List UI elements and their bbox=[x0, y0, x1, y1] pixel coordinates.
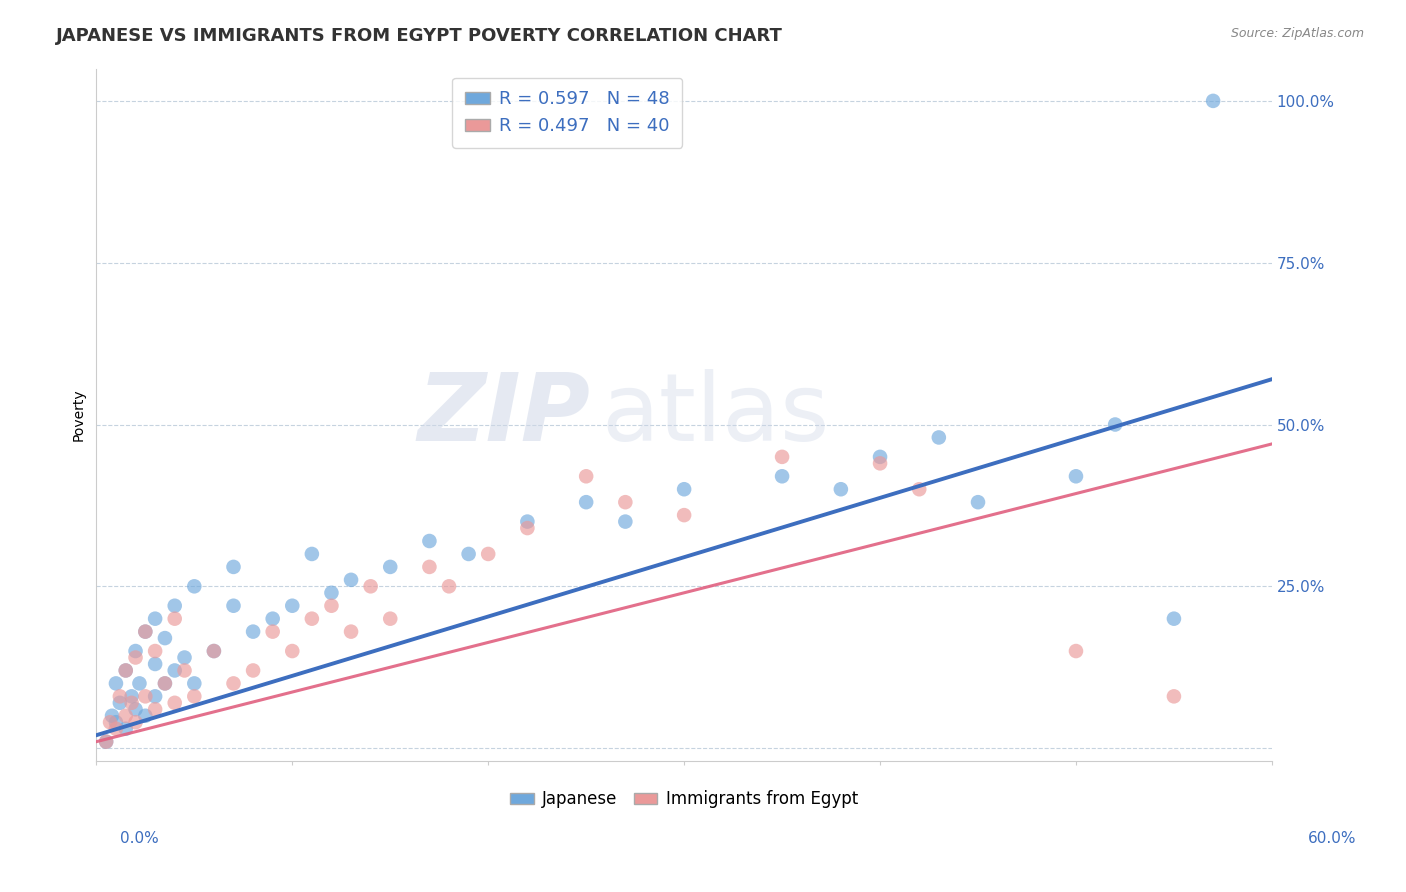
Point bbox=[143, 612, 166, 626]
Point bbox=[104, 715, 127, 730]
Point bbox=[124, 644, 146, 658]
Point bbox=[770, 469, 793, 483]
Point bbox=[202, 644, 225, 658]
Point bbox=[143, 690, 166, 704]
Point bbox=[128, 676, 150, 690]
Point bbox=[143, 657, 166, 671]
Point bbox=[94, 734, 117, 748]
Point bbox=[575, 495, 598, 509]
Point bbox=[1064, 644, 1087, 658]
Point bbox=[121, 696, 143, 710]
Text: Source: ZipAtlas.com: Source: ZipAtlas.com bbox=[1230, 27, 1364, 40]
Point bbox=[262, 624, 284, 639]
Point bbox=[173, 650, 195, 665]
Point bbox=[242, 624, 264, 639]
Point bbox=[673, 508, 696, 522]
Point bbox=[202, 644, 225, 658]
Point bbox=[183, 690, 205, 704]
Point bbox=[242, 664, 264, 678]
Point bbox=[340, 624, 363, 639]
Text: 0.0%: 0.0% bbox=[120, 831, 159, 846]
Point bbox=[134, 708, 156, 723]
Point bbox=[183, 676, 205, 690]
Point bbox=[134, 690, 156, 704]
Point bbox=[477, 547, 499, 561]
Point bbox=[830, 482, 852, 496]
Point bbox=[614, 495, 637, 509]
Point bbox=[143, 702, 166, 716]
Point bbox=[281, 599, 304, 613]
Point bbox=[153, 631, 176, 645]
Point bbox=[340, 573, 363, 587]
Point bbox=[770, 450, 793, 464]
Point bbox=[124, 715, 146, 730]
Point bbox=[1104, 417, 1126, 432]
Point bbox=[124, 702, 146, 716]
Point bbox=[516, 521, 538, 535]
Point bbox=[98, 715, 121, 730]
Legend: Japanese, Immigrants from Egypt: Japanese, Immigrants from Egypt bbox=[503, 784, 865, 815]
Text: JAPANESE VS IMMIGRANTS FROM EGYPT POVERTY CORRELATION CHART: JAPANESE VS IMMIGRANTS FROM EGYPT POVERT… bbox=[56, 27, 783, 45]
Point bbox=[301, 612, 323, 626]
Text: ZIP: ZIP bbox=[418, 368, 591, 461]
Point bbox=[1163, 690, 1185, 704]
Point bbox=[163, 696, 186, 710]
Point bbox=[967, 495, 990, 509]
Point bbox=[101, 708, 124, 723]
Point bbox=[108, 690, 131, 704]
Point bbox=[908, 482, 931, 496]
Point bbox=[418, 560, 440, 574]
Point bbox=[222, 599, 245, 613]
Point bbox=[153, 676, 176, 690]
Point bbox=[104, 722, 127, 736]
Point bbox=[153, 676, 176, 690]
Point bbox=[281, 644, 304, 658]
Point bbox=[114, 664, 136, 678]
Point bbox=[301, 547, 323, 561]
Point bbox=[614, 515, 637, 529]
Point bbox=[1064, 469, 1087, 483]
Point bbox=[114, 708, 136, 723]
Text: 60.0%: 60.0% bbox=[1309, 831, 1357, 846]
Point bbox=[173, 664, 195, 678]
Point bbox=[94, 734, 117, 748]
Point bbox=[121, 690, 143, 704]
Point bbox=[134, 624, 156, 639]
Point bbox=[163, 664, 186, 678]
Point bbox=[262, 612, 284, 626]
Point bbox=[222, 676, 245, 690]
Point bbox=[575, 469, 598, 483]
Point bbox=[104, 676, 127, 690]
Point bbox=[163, 599, 186, 613]
Point bbox=[143, 644, 166, 658]
Point bbox=[114, 722, 136, 736]
Point bbox=[869, 456, 891, 470]
Point bbox=[134, 624, 156, 639]
Point bbox=[1202, 94, 1225, 108]
Point bbox=[163, 612, 186, 626]
Point bbox=[380, 612, 402, 626]
Point bbox=[124, 650, 146, 665]
Point bbox=[1163, 612, 1185, 626]
Point bbox=[321, 586, 343, 600]
Point bbox=[437, 579, 460, 593]
Point bbox=[222, 560, 245, 574]
Point bbox=[928, 430, 950, 444]
Point bbox=[360, 579, 382, 593]
Point bbox=[418, 534, 440, 549]
Point bbox=[321, 599, 343, 613]
Y-axis label: Poverty: Poverty bbox=[72, 389, 86, 442]
Text: atlas: atlas bbox=[602, 368, 830, 461]
Point bbox=[673, 482, 696, 496]
Point bbox=[183, 579, 205, 593]
Point bbox=[869, 450, 891, 464]
Point bbox=[516, 515, 538, 529]
Point bbox=[108, 696, 131, 710]
Point bbox=[457, 547, 479, 561]
Point bbox=[114, 664, 136, 678]
Point bbox=[380, 560, 402, 574]
